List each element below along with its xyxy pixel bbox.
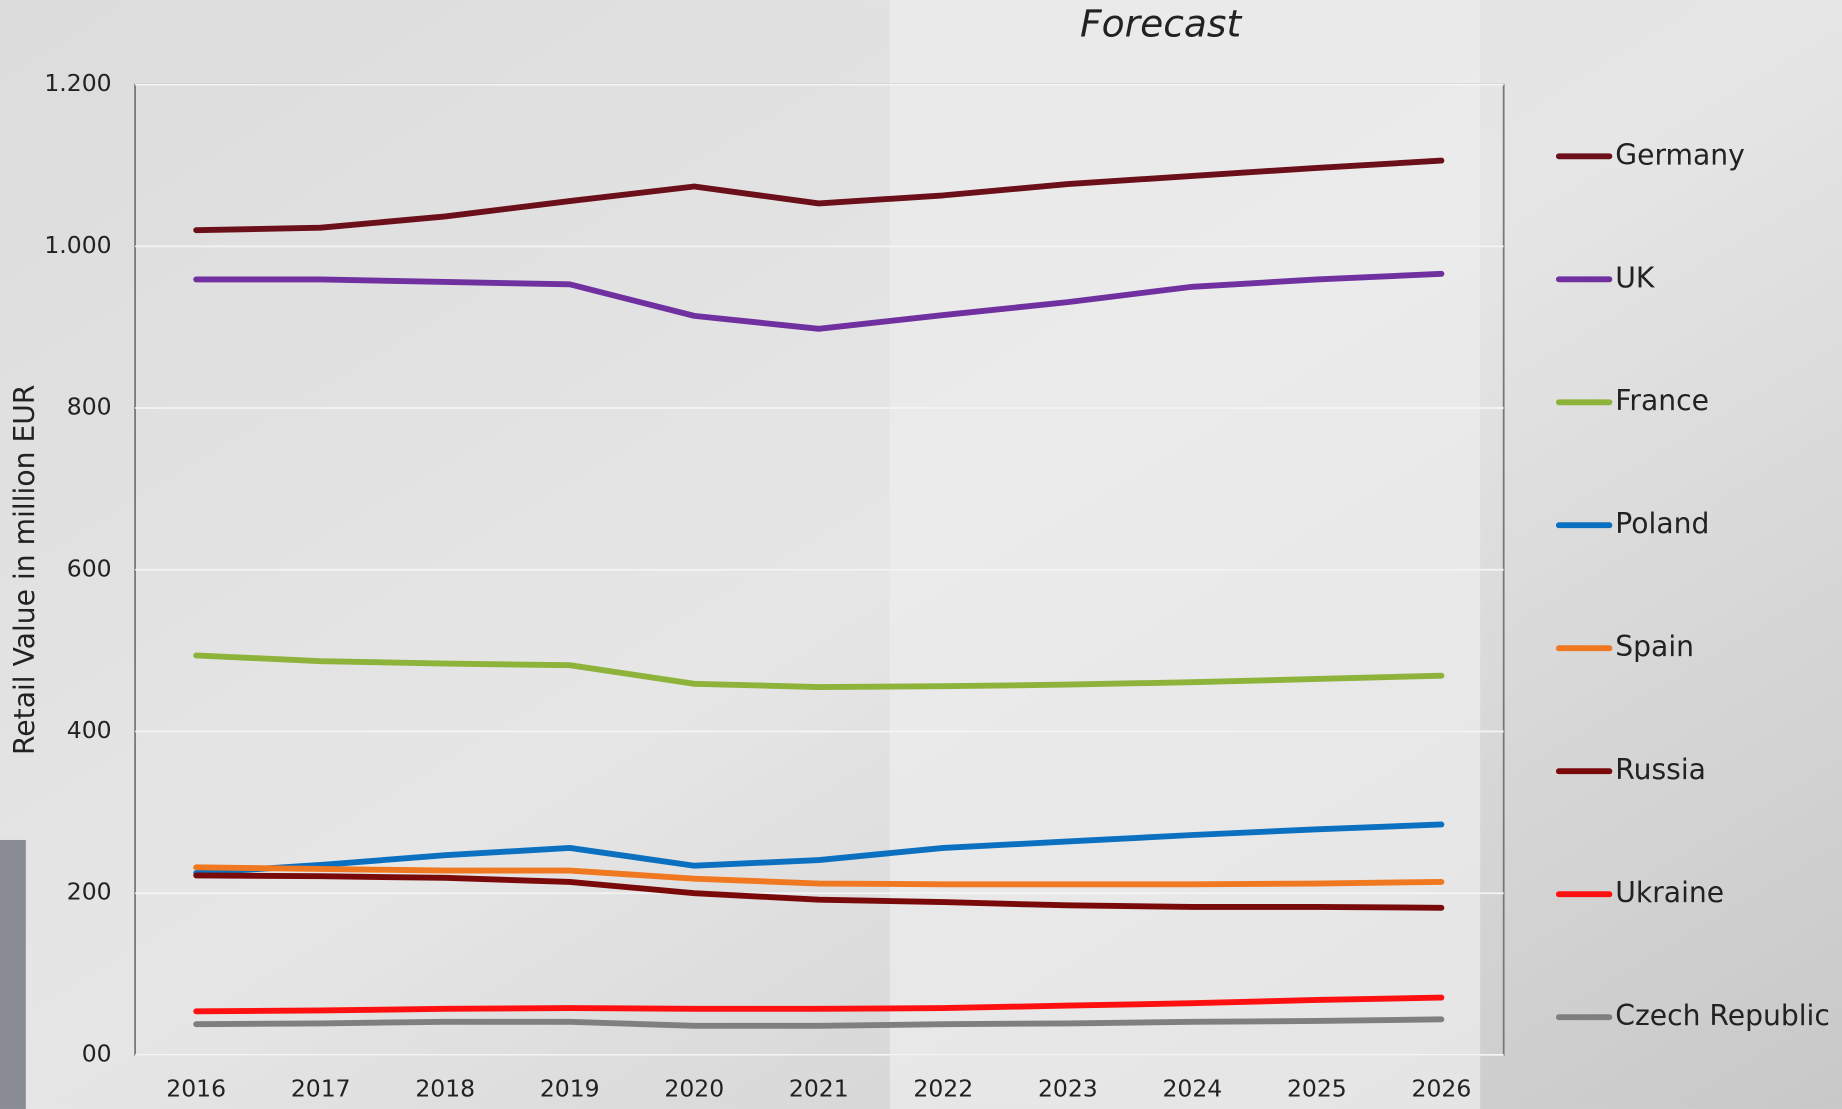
- series-line: [193, 994, 1445, 1015]
- y-tick-label: 600: [67, 554, 112, 582]
- x-tick-label: 2019: [540, 1075, 600, 1103]
- x-tick-label: 2026: [1412, 1075, 1472, 1103]
- legend-label: Poland: [1615, 507, 1709, 540]
- y-tick-label: 800: [67, 393, 112, 421]
- legend-label: Germany: [1615, 138, 1745, 171]
- series-line: [193, 821, 1445, 876]
- x-tick-label: 2017: [291, 1075, 351, 1103]
- y-tick-label: 400: [67, 716, 112, 744]
- y-axis-label: Retail Value in million EUR: [8, 385, 41, 756]
- x-tick-label: 2018: [415, 1075, 475, 1103]
- legend-label: Russia: [1615, 753, 1706, 786]
- series-line: [193, 270, 1445, 332]
- x-tick-label: 2025: [1287, 1075, 1347, 1103]
- series-line: [193, 864, 1445, 888]
- x-tick-label: 2016: [166, 1075, 226, 1103]
- y-tick-label: 200: [67, 878, 112, 906]
- y-tick-label: 1.000: [44, 231, 111, 259]
- series-line: [193, 1016, 1445, 1029]
- legend-label: Czech Republic: [1615, 999, 1830, 1032]
- x-tick-label: 2024: [1162, 1075, 1222, 1103]
- legend-label: Ukraine: [1615, 876, 1724, 909]
- series-line: [193, 157, 1445, 234]
- forecast-label: Forecast: [1080, 1, 1242, 45]
- legend-label: UK: [1615, 261, 1656, 294]
- y-tick-label: 00: [82, 1039, 112, 1067]
- legend-label: France: [1615, 384, 1709, 417]
- series-line: [193, 872, 1445, 911]
- side-tab: [0, 839, 26, 1109]
- x-tick-label: 2021: [789, 1075, 849, 1103]
- y-tick-label: 1.200: [44, 69, 111, 97]
- x-tick-label: 2020: [664, 1075, 724, 1103]
- x-tick-label: 2022: [913, 1075, 973, 1103]
- forecast-region: [889, 0, 1481, 1109]
- series-line: [193, 652, 1445, 690]
- x-tick-label: 2023: [1038, 1075, 1098, 1103]
- legend-label: Spain: [1615, 630, 1694, 663]
